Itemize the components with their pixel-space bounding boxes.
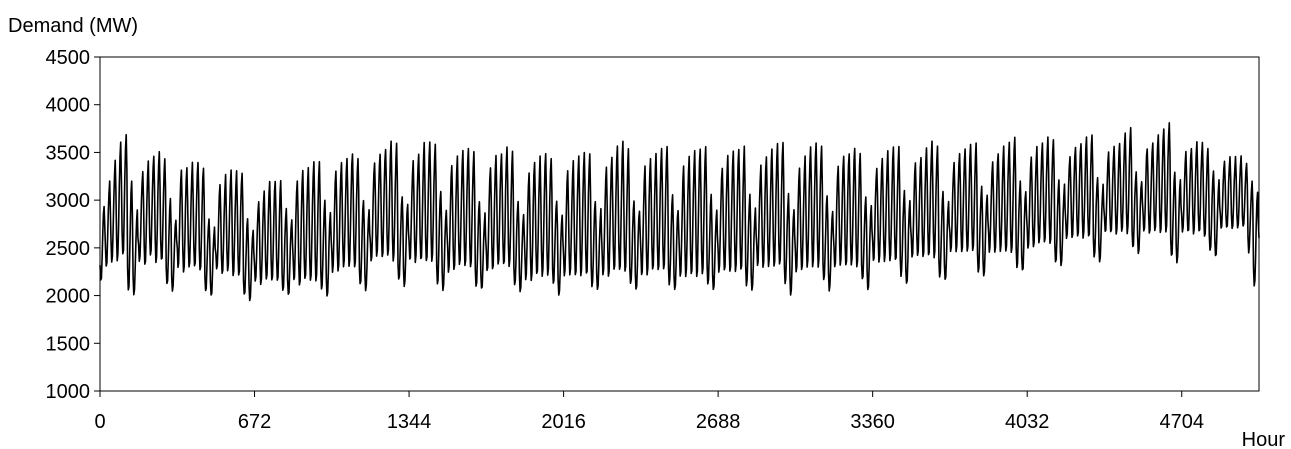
demand-series-line <box>99 122 1260 302</box>
y-tick-label: 4500 <box>46 47 91 69</box>
x-tick-label: 3360 <box>850 411 895 433</box>
x-tick-label: 0 <box>94 411 105 433</box>
y-axis-title: Demand (MW) <box>8 15 138 37</box>
y-tick-label: 2000 <box>46 286 91 308</box>
x-axis-title: Hour <box>1242 429 1286 449</box>
y-tick-label: 1000 <box>46 381 91 403</box>
x-tick-label: 2016 <box>541 411 586 433</box>
x-tick-label: 1344 <box>387 411 432 433</box>
x-tick-label: 4704 <box>1159 411 1204 433</box>
y-tick-label: 3500 <box>46 142 91 164</box>
y-tick-label: 1500 <box>46 333 91 355</box>
y-tick-label: 2500 <box>46 238 91 260</box>
x-axis-ticks: 0 672 1344 2016 2688 3360 4032 4704 <box>94 391 1204 433</box>
x-tick-label: 2688 <box>696 411 741 433</box>
y-axis-ticks: 1000 1500 2000 2500 3000 3500 4000 4500 <box>46 47 100 403</box>
y-tick-label: 4000 <box>46 95 91 117</box>
plot-area-frame <box>99 56 1260 392</box>
x-tick-label: 672 <box>238 411 271 433</box>
y-tick-label: 3000 <box>46 190 91 212</box>
x-tick-label: 4032 <box>1005 411 1050 433</box>
